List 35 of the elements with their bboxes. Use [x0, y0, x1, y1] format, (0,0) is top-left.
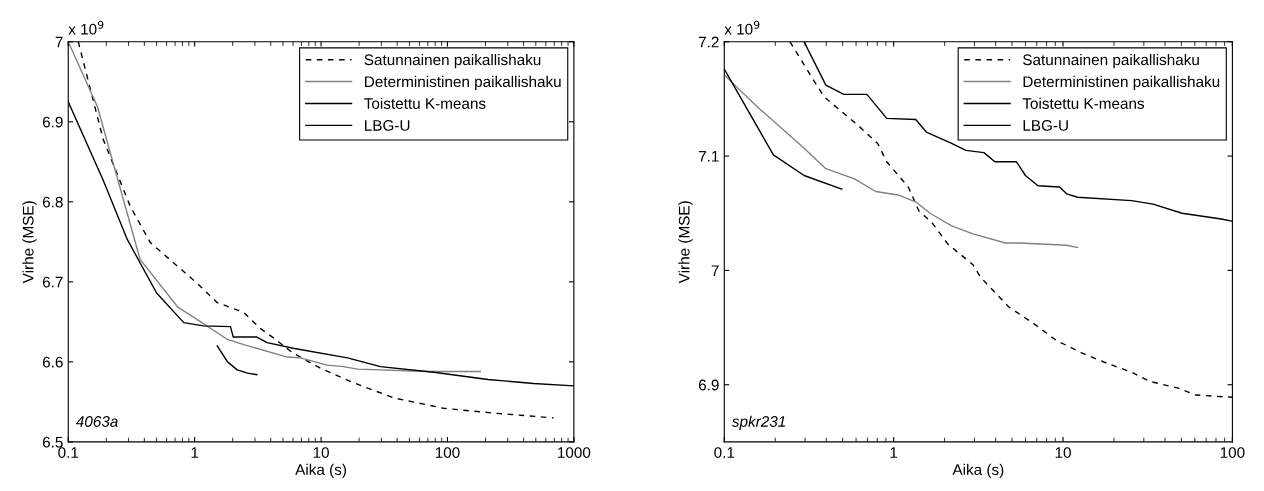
legend-label: Satunnainen paikallishaku	[1023, 53, 1199, 69]
x-tick-label: 1	[890, 447, 898, 458]
legend-label: Satunnainen paikallishaku	[364, 53, 541, 69]
x-axis-title: Aika (s)	[952, 463, 1004, 479]
x-tick-label: 10	[1055, 447, 1071, 458]
x-tick-label: 0.1	[714, 447, 735, 458]
x-tick-label: 10	[313, 447, 329, 458]
y-tick-label: 7	[711, 265, 719, 276]
text: x 10$^{9}$	[724, 20, 760, 35]
y-axis-title: Virhe (MSE)	[678, 201, 693, 284]
annotation: spkr231	[731, 415, 785, 430]
legend-label: LBG-U	[1023, 120, 1068, 131]
legend-label: Deterministinen paikallishaku	[1023, 75, 1220, 91]
x-tick-label: 100	[435, 447, 460, 458]
x-tick-label: 100	[1220, 447, 1245, 458]
y-axis-title: Virhe (MSE)	[22, 201, 37, 284]
y-tick-label: 7.1	[698, 151, 719, 162]
y-tick-label: 7.2	[698, 36, 719, 48]
x-tick-label: 1	[191, 447, 199, 458]
legend-label: Toistettu K-means	[1022, 97, 1145, 109]
y-tick-label: 6.5	[42, 436, 63, 448]
text: x 10$^{9}$	[68, 20, 104, 35]
x-tick-label: 1000	[558, 447, 591, 458]
x-tick-label: 0.1	[58, 447, 79, 458]
x-axis-title: Aika (s)	[295, 463, 346, 479]
legend-label: LBG-U	[365, 120, 410, 131]
legend-label: Deterministinen paikallishaku	[365, 75, 561, 91]
annotation: 4063a	[75, 416, 118, 427]
legend-label: Toistettu K-means	[364, 97, 486, 109]
y-tick-label: 6.6	[42, 356, 63, 368]
y-tick-label: 6.8	[42, 196, 63, 208]
y-tick-label: 6.9	[698, 379, 719, 391]
y-tick-label: 6.9	[42, 116, 63, 128]
y-tick-label: 6.7	[42, 276, 63, 288]
y-tick-label: 7	[55, 36, 63, 48]
